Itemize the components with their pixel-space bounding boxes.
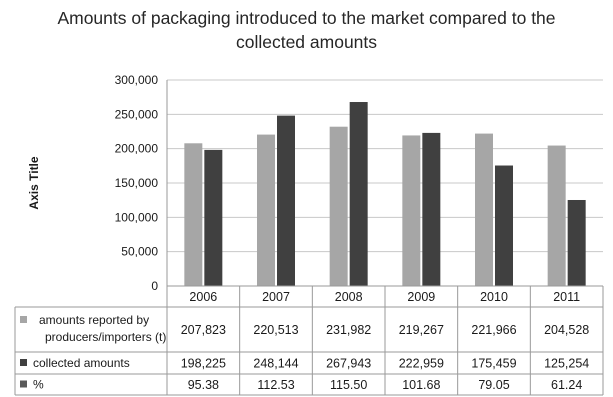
y-tick-label: 300,000: [115, 73, 159, 87]
y-tick-label: 0: [151, 279, 158, 293]
table-cell-value: 61.24: [551, 378, 582, 392]
y-tick-label: 250,000: [115, 107, 159, 121]
table-cell-value: 207,823: [181, 323, 226, 337]
table-cell-value: 221,966: [471, 323, 516, 337]
legend-key-2: [20, 380, 27, 388]
table-cell-value: 204,528: [544, 323, 589, 337]
table-cell-value: 125,254: [544, 357, 589, 371]
table-cell-value: 220,513: [253, 323, 298, 337]
legend-key-1: [20, 359, 27, 366]
table-cell-value: 115.50: [330, 378, 367, 392]
table-cell-value: 248,144: [253, 357, 298, 371]
legend-key-0: [20, 316, 27, 323]
y-tick-label: 100,000: [115, 210, 159, 224]
bar-reported-2006: [184, 143, 203, 286]
category-label-2009: 2009: [407, 290, 435, 304]
table-cell-value: 79.05: [478, 378, 509, 392]
bar-reported-2007: [257, 134, 275, 286]
bar-collected-2009: [422, 132, 441, 286]
table-row-label: %: [33, 378, 44, 392]
table-cell-value: 267,943: [326, 357, 371, 371]
table-row-label: collected amounts: [33, 356, 130, 370]
chart-title: Amounts of packaging introduced to the m…: [0, 6, 613, 54]
table-cell-value: 175,459: [471, 357, 516, 371]
table-cell-value: 198,225: [181, 357, 226, 371]
table-cell-value: 222,959: [399, 357, 444, 371]
y-axis-title: Axis Title: [27, 156, 41, 209]
bar-collected-2008: [349, 102, 368, 286]
chart-title-line-2: collected amounts: [235, 32, 378, 52]
bar-reported-2011: [547, 145, 566, 286]
table-cell-value: 231,982: [326, 323, 371, 337]
bar-collected-2010: [495, 165, 513, 286]
table-row-label: producers/importers (t): [45, 330, 166, 344]
category-label-2006: 2006: [189, 290, 217, 304]
category-label-2010: 2010: [480, 290, 508, 304]
bar-collected-2006: [204, 149, 223, 286]
category-label-2011: 2011: [553, 290, 580, 304]
category-label-2008: 2008: [335, 290, 363, 304]
bar-collected-2011: [567, 199, 586, 286]
y-tick-label: 50,000: [121, 245, 158, 259]
category-label-2007: 2007: [262, 290, 290, 304]
bar-collected-2007: [277, 115, 295, 286]
table-cell-value: 112.53: [257, 378, 294, 392]
y-tick-label: 200,000: [115, 142, 159, 156]
table-row-label: amounts reported by: [39, 313, 149, 327]
y-tick-label: 150,000: [115, 176, 159, 190]
table-cell-value: 101.68: [402, 378, 440, 392]
bar-reported-2010: [475, 133, 493, 286]
bar-reported-2009: [402, 135, 421, 286]
table-cell-value: 95.38: [188, 378, 219, 392]
bar-reported-2008: [329, 126, 348, 287]
chart-title-line-1: Amounts of packaging introduced to the m…: [57, 8, 556, 28]
table-cell-value: 219,267: [399, 323, 444, 337]
